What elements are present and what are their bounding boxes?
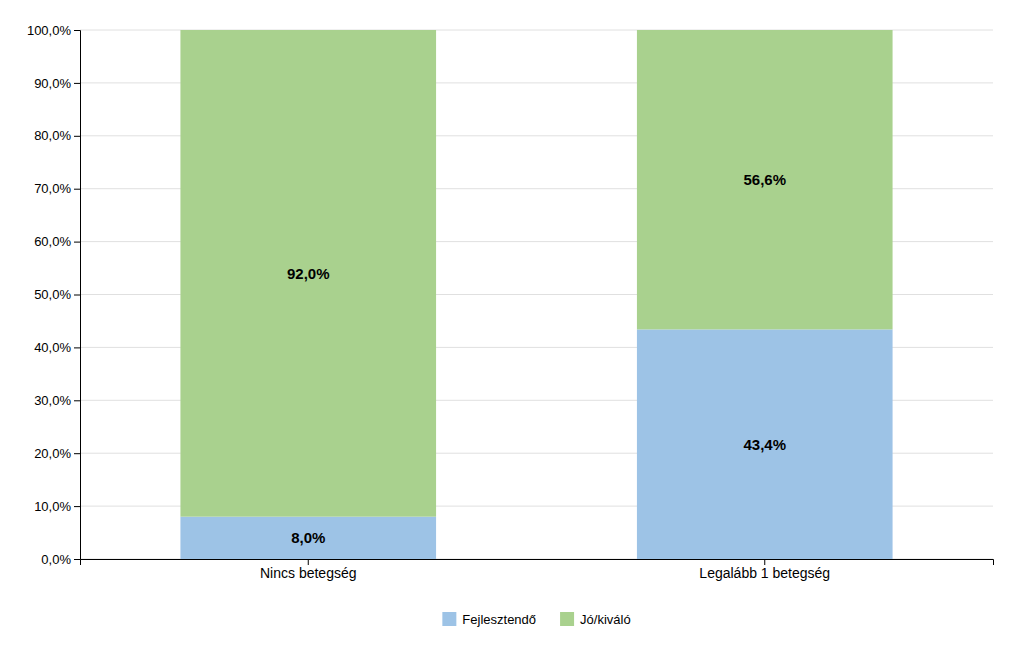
tick: 80,0% <box>34 128 80 143</box>
tick: 100,0% <box>27 23 80 38</box>
tick-mark <box>74 506 80 507</box>
tick-mark <box>74 30 80 31</box>
tick: 20,0% <box>34 446 80 461</box>
legend: Fejlesztendő Jó/kiváló <box>442 612 630 627</box>
legend-item: Jó/kiváló <box>560 612 631 627</box>
tick-label: 100,0% <box>27 23 72 38</box>
data-label: 92,0% <box>287 265 330 282</box>
tick-label: 80,0% <box>34 128 71 143</box>
tick-mark <box>74 559 80 560</box>
tick-label: Legalább 1 betegség <box>699 565 830 581</box>
tick: 30,0% <box>34 393 80 408</box>
tick-mark <box>74 295 80 296</box>
tick: Legalább 1 betegség <box>699 559 830 581</box>
tick: 60,0% <box>34 234 80 249</box>
tick: 70,0% <box>34 181 80 196</box>
data-labels: 8,0% 43,4% 92,0% 56,6% <box>287 171 786 546</box>
legend-label: Fejlesztendő <box>462 612 536 627</box>
legend-label: Jó/kiváló <box>580 612 631 627</box>
tick-label: 60,0% <box>34 234 71 249</box>
bar <box>180 517 436 559</box>
bar <box>637 30 893 329</box>
tick-mark <box>74 189 80 190</box>
bars <box>180 30 892 559</box>
tick-label: 10,0% <box>34 499 71 514</box>
tick-mark <box>74 83 80 84</box>
tick-label: 40,0% <box>34 340 71 355</box>
tick-mark <box>74 242 80 243</box>
data-label: 56,6% <box>743 171 786 188</box>
tick: 90,0% <box>34 76 80 91</box>
tick-mark <box>74 136 80 137</box>
x-axis: Nincs betegség Legalább 1 betegség <box>81 559 994 581</box>
chart: 8,0% 43,4% 92,0% 56,6% 0,0% 10,0% 20,0% 30,0% 40… <box>0 0 1023 659</box>
tick-label: 70,0% <box>34 181 71 196</box>
tick: Nincs betegség <box>260 559 357 581</box>
axis-line <box>81 560 994 566</box>
legend-swatch <box>560 612 574 626</box>
plot: 8,0% 43,4% 92,0% 56,6% 0,0% 10,0% 20,0% 30,0% 40… <box>27 23 994 581</box>
legend-item: Fejlesztendő <box>442 612 536 627</box>
tick-label: 90,0% <box>34 76 71 91</box>
grid <box>80 30 993 559</box>
bar <box>180 30 436 517</box>
legend-swatch <box>442 612 456 626</box>
series <box>180 30 892 517</box>
tick-label: 50,0% <box>34 287 71 302</box>
axis-line <box>74 31 81 560</box>
tick: 50,0% <box>34 287 80 302</box>
y-axis: 0,0% 10,0% 20,0% 30,0% 40,0% 50,0% 60,0% 70,0% 8… <box>27 23 81 567</box>
tick-label: 30,0% <box>34 393 71 408</box>
bar <box>637 329 893 559</box>
tick-label: 0,0% <box>41 552 71 567</box>
tick: 40,0% <box>34 340 80 355</box>
tick-mark <box>74 453 80 454</box>
tick: 0,0% <box>41 552 80 567</box>
data-label: 43,4% <box>743 436 786 453</box>
tick-mark <box>74 347 80 348</box>
tick-mark <box>74 400 80 401</box>
tick: 10,0% <box>34 499 80 514</box>
data-label: 8,0% <box>291 529 325 546</box>
tick-label: 20,0% <box>34 446 71 461</box>
tick-label: Nincs betegség <box>260 565 357 581</box>
